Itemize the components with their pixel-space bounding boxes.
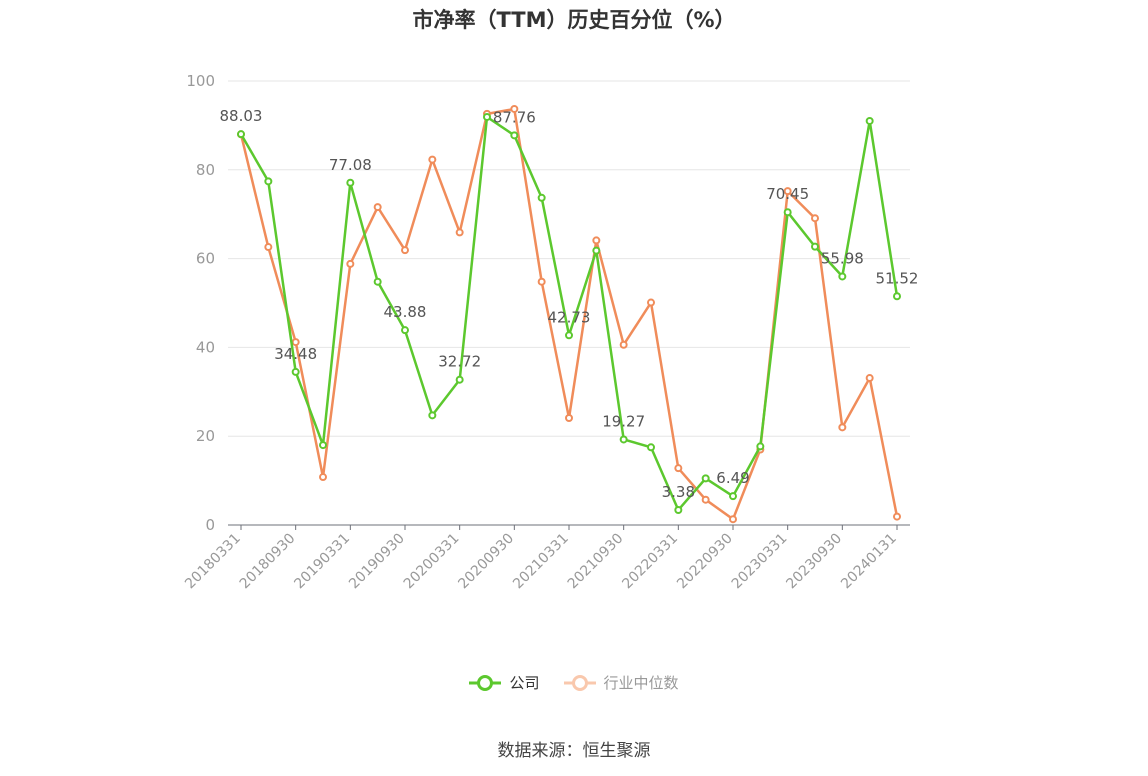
data-label-4: 77.08: [329, 156, 372, 174]
source-note: 数据来源：恒生聚源: [497, 741, 651, 761]
series-0-point-24: [893, 292, 901, 301]
series-0-point-10: [510, 131, 519, 140]
data-label-16: 3.38: [662, 483, 695, 501]
series-0-point-15: [647, 443, 655, 452]
legend-industry-symbol: [563, 674, 596, 691]
series-1-point-1: [264, 243, 273, 252]
data-label-18: 6.49: [716, 469, 749, 487]
series-0-point-21: [811, 242, 819, 251]
y-tick-label-0: 0: [205, 516, 215, 534]
y-tick-label-4: 80: [196, 161, 215, 179]
data-label-10: 87.76: [493, 108, 536, 126]
series-0-point-4: [346, 178, 355, 187]
series-1-point-7: [428, 155, 437, 164]
series-0-point-2: [291, 367, 300, 376]
legend-item-company[interactable]: 公司: [469, 672, 540, 693]
series-1-point-10: [510, 104, 519, 113]
x-tick-label-3: 20190930: [346, 531, 408, 593]
data-label-24: 51.52: [876, 269, 919, 287]
y-tick-label-2: 40: [196, 338, 215, 356]
series-0-point-11: [537, 193, 546, 202]
data-label-20: 70.45: [766, 185, 809, 203]
series-1-point-23: [865, 374, 874, 383]
data-label-6: 43.88: [384, 303, 427, 321]
x-tick-label-7: 20210930: [565, 531, 627, 593]
series-1-point-11: [537, 277, 546, 286]
series-1-point-20: [783, 187, 792, 196]
series-1-point-14: [619, 340, 628, 349]
x-tick-label-2: 20190331: [291, 531, 353, 593]
series-1-point-5: [373, 203, 382, 212]
series-0-point-22: [838, 272, 847, 281]
series-1-point-8: [455, 228, 464, 237]
series-0-point-7: [428, 411, 437, 420]
y-tick-label-1: 20: [196, 427, 215, 445]
data-label-layer: 88.03 34.48 77.08 43.88 32.72 87.76 42.73 19.27…: [220, 107, 919, 501]
x-tick-label-12: 20240131: [838, 531, 900, 593]
series-0-point-19: [756, 442, 765, 451]
series-1-point-21: [811, 214, 819, 223]
x-tick-label-5: 20200930: [455, 531, 517, 593]
series-1-point-24: [893, 512, 901, 521]
data-label-14: 19.27: [602, 412, 645, 430]
y-tick-label-5: 100: [186, 72, 215, 90]
series-1-point-15: [647, 298, 655, 307]
series-layer: [237, 104, 901, 524]
series-1-point-22: [838, 423, 847, 432]
x-tick-label-11: 20230930: [783, 531, 845, 593]
axis-layer: 0 20 40 60 80 100 2018033120180930201903312019…: [182, 72, 910, 592]
series-0-point-12: [565, 331, 573, 340]
series-1-point-18: [729, 515, 737, 524]
series-0-point-5: [373, 277, 382, 286]
series-1-point-4: [346, 259, 355, 268]
series-0-point-8: [455, 375, 464, 384]
series-1-point-16: [674, 464, 683, 473]
series-0-point-3: [319, 441, 327, 450]
series-0-point-20: [783, 208, 792, 217]
data-label-22: 55.98: [821, 249, 864, 267]
legend-company-label: 公司: [509, 674, 540, 692]
data-label-12: 42.73: [548, 308, 591, 326]
y-tick-label-3: 60: [196, 250, 215, 268]
legend-industry-label: 行业中位数: [603, 674, 679, 692]
x-tick-label-6: 20210331: [510, 531, 572, 593]
x-tick-label-4: 20200331: [401, 531, 463, 593]
chart-title: 市净率（TTM）历史百分位（%）: [412, 8, 736, 32]
legend-company-symbol: [469, 674, 502, 691]
series-0-point-18: [729, 492, 737, 501]
series-0-point-16: [674, 505, 683, 514]
series-0-point-23: [865, 116, 874, 125]
data-label-8: 32.72: [438, 353, 481, 371]
series-0-point-14: [619, 435, 628, 444]
series-1-point-17: [701, 495, 710, 504]
series-1-point-13: [592, 236, 601, 245]
data-label-0: 88.03: [220, 107, 263, 125]
series-1-point-6: [401, 246, 409, 255]
legend-item-industry-median[interactable]: 行业中位数: [563, 672, 679, 693]
legend: 公司 行业中位数: [0, 672, 1148, 693]
x-tick-label-0: 20180331: [182, 531, 244, 593]
x-tick-label-10: 20230331: [729, 531, 791, 593]
x-tick-label-8: 20220331: [619, 531, 681, 593]
series-0-point-17: [701, 474, 710, 483]
data-label-2: 34.48: [274, 345, 317, 363]
series-1-point-12: [565, 413, 573, 422]
series-0-point-9: [483, 112, 491, 121]
series-1-point-3: [319, 473, 327, 482]
series-0-point-6: [401, 326, 409, 335]
series-0-point-13: [592, 246, 601, 255]
series-0-point-0: [237, 130, 245, 139]
x-tick-label-9: 20220930: [674, 531, 736, 593]
x-tick-label-1: 20180930: [237, 531, 299, 593]
series-0-point-1: [264, 177, 273, 186]
